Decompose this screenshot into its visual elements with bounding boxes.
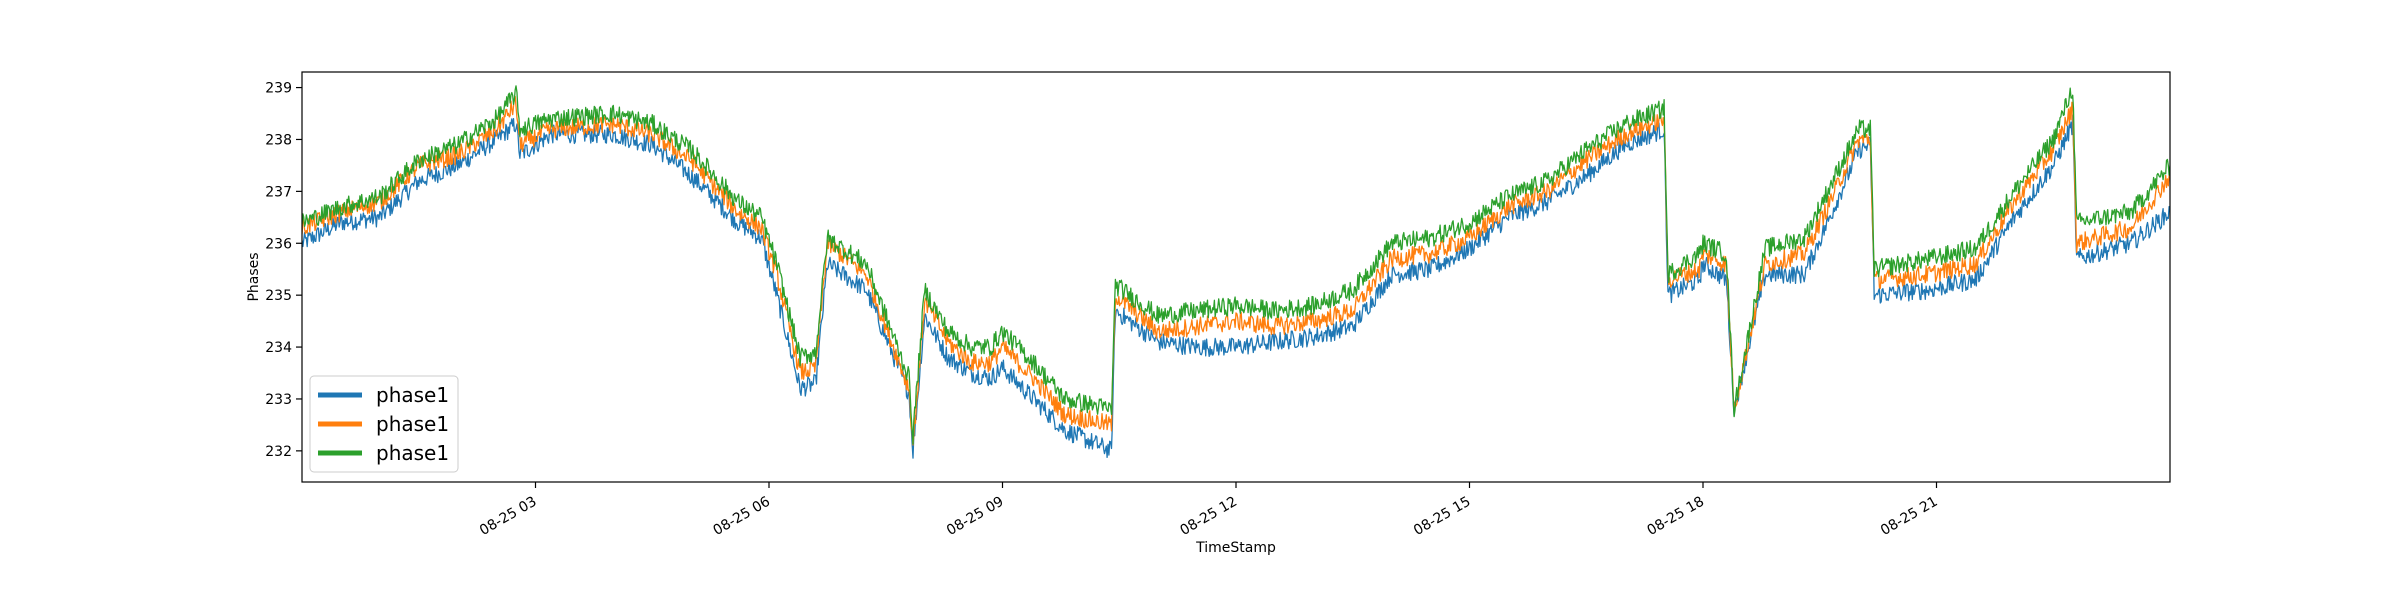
y-tick-label: 233 xyxy=(265,392,292,408)
y-tick-label: 237 xyxy=(265,184,292,200)
series-layer xyxy=(302,85,2170,459)
y-tick-label: 235 xyxy=(265,288,292,304)
legend-label-2: phase1 xyxy=(376,412,449,436)
y-axis: 232 233 234 235 236 237 238 239 xyxy=(265,81,302,460)
x-axis-title: TimeStamp xyxy=(1195,540,1276,556)
legend-label-1: phase1 xyxy=(376,383,449,407)
y-tick-label: 234 xyxy=(265,340,292,356)
series-line-2 xyxy=(302,95,2170,446)
y-tick-label: 232 xyxy=(265,444,292,460)
y-axis-title: Phases xyxy=(246,252,262,301)
legend: phase1 phase1 phase1 xyxy=(309,375,459,473)
y-tick-label: 238 xyxy=(265,132,292,148)
y-tick-label: 239 xyxy=(265,81,292,97)
series-line-3 xyxy=(302,85,2170,445)
y-tick-label: 236 xyxy=(265,236,292,252)
legend-label-3: phase1 xyxy=(376,441,449,465)
legend-box xyxy=(309,375,459,473)
